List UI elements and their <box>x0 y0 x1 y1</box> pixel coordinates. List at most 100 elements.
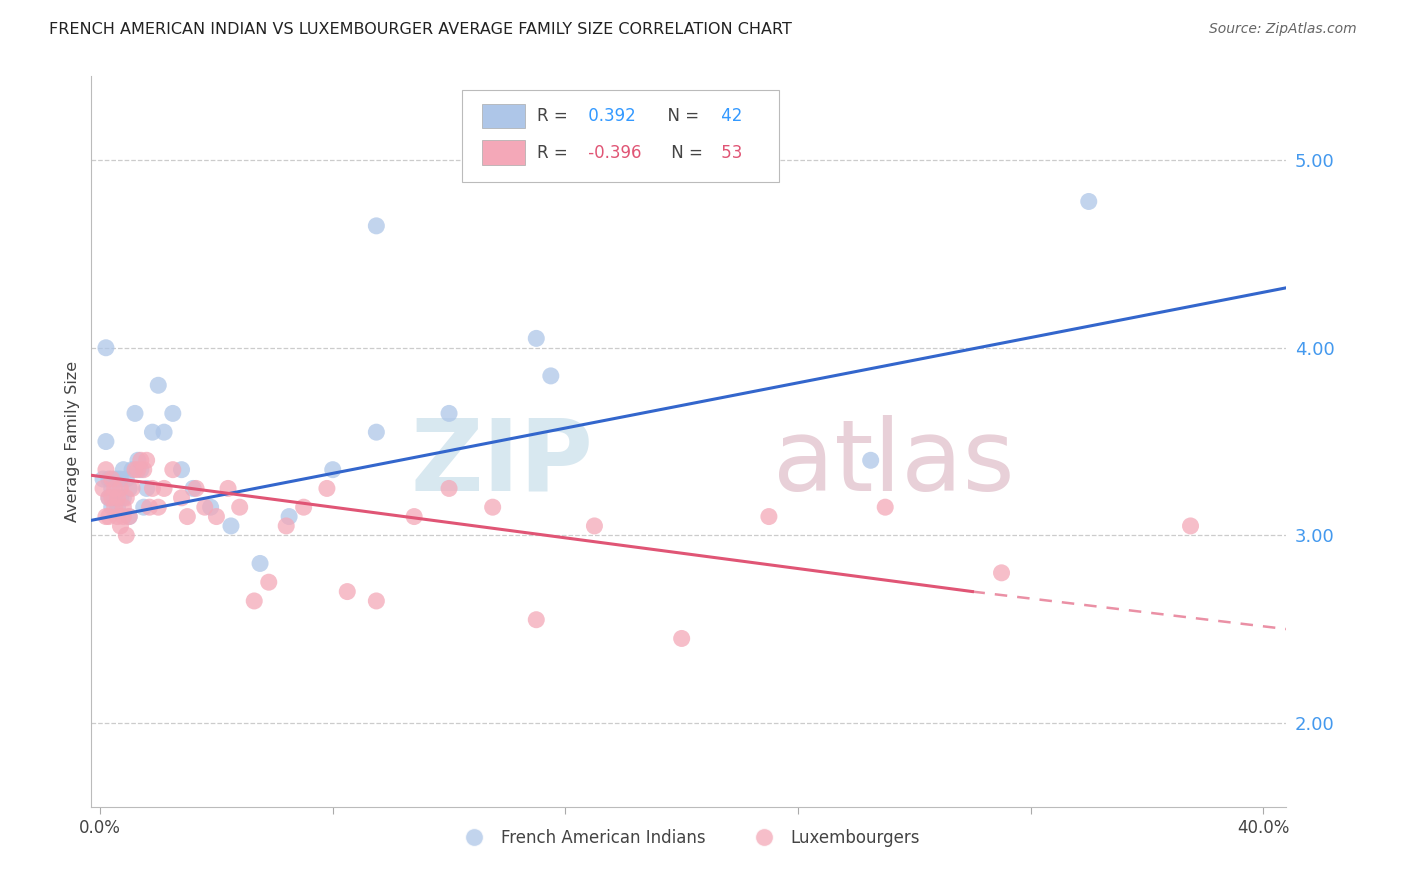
Point <box>217 482 239 496</box>
Point <box>94 341 117 355</box>
Point <box>132 463 155 477</box>
Point <box>176 509 198 524</box>
Point <box>104 472 127 486</box>
Point <box>100 482 122 496</box>
Point <box>127 463 149 477</box>
Point <box>121 482 143 496</box>
Point <box>170 491 193 505</box>
Point <box>366 425 388 439</box>
Point <box>107 472 129 486</box>
Point <box>292 500 315 515</box>
Point <box>94 434 117 449</box>
Point <box>104 482 127 496</box>
Point <box>336 584 359 599</box>
FancyBboxPatch shape <box>482 140 526 165</box>
Point <box>118 482 141 496</box>
Point <box>540 368 562 383</box>
Point <box>404 509 426 524</box>
Y-axis label: Average Family Size: Average Family Size <box>65 361 80 522</box>
Point <box>148 500 170 515</box>
Point <box>118 509 141 524</box>
Point <box>366 219 388 233</box>
Point <box>94 509 117 524</box>
Point <box>110 482 132 496</box>
Point <box>366 594 388 608</box>
Point <box>100 472 122 486</box>
Point <box>200 500 222 515</box>
Point <box>104 491 127 505</box>
Point <box>104 500 127 515</box>
Point <box>94 463 117 477</box>
Point <box>115 472 138 486</box>
Legend: French American Indians, Luxembourgers: French American Indians, Luxembourgers <box>451 822 927 854</box>
Point <box>97 491 120 505</box>
Point <box>97 472 120 486</box>
Point <box>129 453 152 467</box>
Point <box>875 500 897 515</box>
Point <box>205 509 228 524</box>
Point <box>107 500 129 515</box>
Point <box>112 463 135 477</box>
Point <box>859 453 882 467</box>
Point <box>437 406 460 420</box>
Point <box>112 500 135 515</box>
Point <box>153 482 176 496</box>
Point <box>121 463 143 477</box>
Point <box>278 509 301 524</box>
Point <box>181 482 204 496</box>
Point <box>243 594 266 608</box>
Point <box>110 472 132 486</box>
Point <box>135 453 157 467</box>
Point <box>141 425 163 439</box>
Point <box>91 482 114 496</box>
Point <box>194 500 217 515</box>
Point <box>276 519 298 533</box>
Point <box>97 491 120 505</box>
Point <box>100 491 122 505</box>
Point <box>112 509 135 524</box>
Point <box>249 557 271 571</box>
Point <box>110 491 132 505</box>
Text: N =: N = <box>657 107 699 125</box>
Point <box>524 613 547 627</box>
Text: N =: N = <box>666 144 703 161</box>
Point <box>316 482 339 496</box>
Point <box>115 528 138 542</box>
Point <box>118 509 141 524</box>
Point <box>91 472 114 486</box>
Point <box>671 632 693 646</box>
FancyBboxPatch shape <box>461 90 779 182</box>
Point <box>97 509 120 524</box>
Point <box>148 378 170 392</box>
Point <box>124 463 146 477</box>
Point <box>481 500 503 515</box>
Point <box>758 509 780 524</box>
Point <box>110 519 132 533</box>
Point <box>115 491 138 505</box>
Point <box>107 509 129 524</box>
Point <box>112 491 135 505</box>
Text: 0.392: 0.392 <box>582 107 636 125</box>
Text: Source: ZipAtlas.com: Source: ZipAtlas.com <box>1209 22 1357 37</box>
Text: 42: 42 <box>717 107 742 125</box>
Point <box>219 519 242 533</box>
Point <box>124 406 146 420</box>
Point <box>322 463 344 477</box>
Point <box>127 453 149 467</box>
Point <box>138 500 160 515</box>
Point <box>583 519 606 533</box>
Point <box>437 482 460 496</box>
Text: R =: R = <box>537 144 568 161</box>
FancyBboxPatch shape <box>482 103 526 128</box>
Text: FRENCH AMERICAN INDIAN VS LUXEMBOURGER AVERAGE FAMILY SIZE CORRELATION CHART: FRENCH AMERICAN INDIAN VS LUXEMBOURGER A… <box>49 22 792 37</box>
Point <box>524 331 547 345</box>
Point <box>228 500 250 515</box>
Point <box>100 500 122 515</box>
Point <box>162 463 184 477</box>
Point <box>129 463 152 477</box>
Point <box>153 425 176 439</box>
Point <box>257 575 280 590</box>
Point <box>141 482 163 496</box>
Point <box>162 406 184 420</box>
Text: atlas: atlas <box>772 415 1014 512</box>
